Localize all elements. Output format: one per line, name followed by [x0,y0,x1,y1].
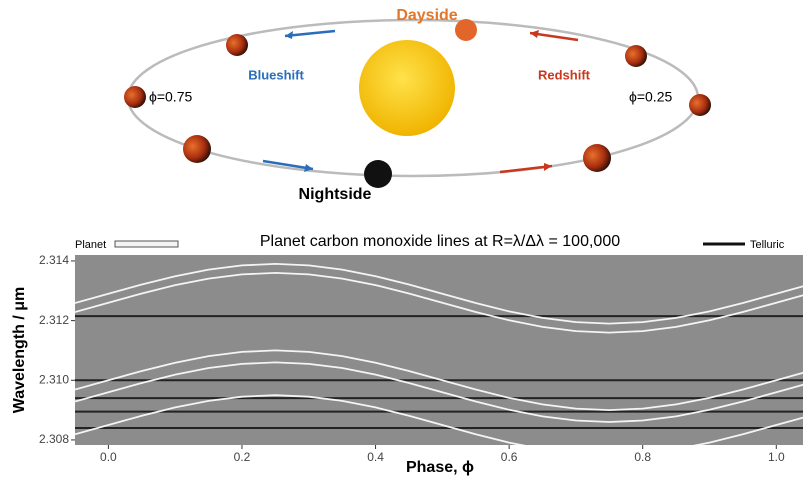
y-tick-label: 2.308 [39,432,69,446]
y-tick-label: 2.310 [39,372,69,386]
chart-title: Planet carbon monoxide lines at R=λ/Δλ =… [260,233,620,250]
y-tick-label: 2.314 [39,253,69,267]
figure: Dayside Nightside Blueshift Redshift ϕ=0… [0,0,803,479]
x-tick-label: 0.2 [234,450,251,464]
x-tick-label: 0.8 [634,450,651,464]
legend-label: Planet [75,239,106,251]
planet [625,45,647,67]
x-axis-label: Phase, ϕ [406,459,474,476]
label: Nightside [299,186,372,203]
y-axis-label: Wavelength / μm [11,287,28,414]
star [359,40,455,136]
planet [124,86,146,108]
x-tick-label: 0.4 [367,450,384,464]
label: ϕ=0.75 [149,89,192,105]
planet [226,34,248,56]
x-tick-label: 0.6 [501,450,518,464]
page: Dayside Nightside Blueshift Redshift ϕ=0… [0,0,803,479]
legend-swatch [115,241,178,247]
orbit-diagram: Dayside Nightside Blueshift Redshift ϕ=0… [124,7,711,203]
y-tick-label: 2.312 [39,313,69,327]
legend-label: Telluric [750,239,785,251]
label: ϕ=0.25 [629,89,672,105]
planet [583,144,611,172]
planet [183,135,211,163]
label: Dayside [396,7,457,24]
label: Blueshift [248,67,304,82]
label: Redshift [538,67,591,82]
x-tick-label: 1.0 [768,450,785,464]
x-tick-label: 0.0 [100,450,117,464]
chart: Planet carbon monoxide lines at R=λ/Δλ =… [11,233,803,476]
planet [455,19,477,41]
planet [689,94,711,116]
planet [364,160,392,188]
